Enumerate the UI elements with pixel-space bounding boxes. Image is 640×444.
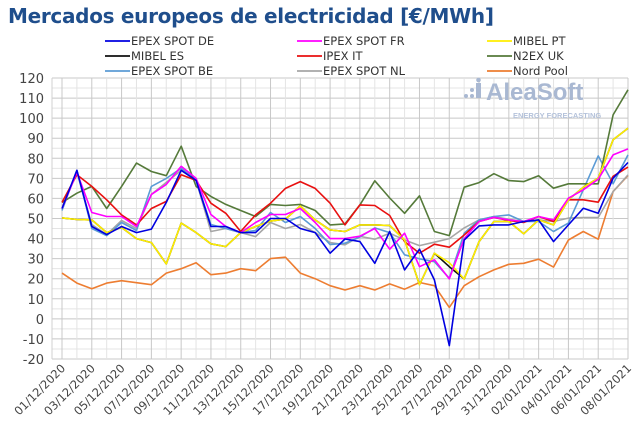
legend: EPEX SPOT DE EPEX SPOT FR MIBEL PT MIBEL ES… [105,34,568,78]
y-tick-label: 30 [27,253,44,268]
y-tick-label: 0 [36,313,44,328]
legend-item: MIBEL ES [105,49,184,63]
legend-label: N2EX UK [513,49,564,63]
y-tick-label: 70 [27,172,44,187]
x-axis-ticks: 01/12/202003/12/202005/12/202007/12/2020… [11,361,634,418]
series-line-nord-pool [61,174,629,309]
legend-label: MIBEL PT [513,34,566,48]
series-lines [61,89,629,347]
y-tick-label: 100 [19,112,44,127]
legend-item: EPEX SPOT NL [297,64,406,78]
watermark-tagline: ENERGY FORECASTING [513,111,601,120]
legend-label: EPEX SPOT FR [323,34,405,48]
legend-label: EPEX SPOT NL [323,64,406,78]
y-tick-label: 120 [19,72,44,87]
legend-item: IPEX IT [297,49,364,63]
y-tick-label: 50 [27,213,44,228]
y-axis-ticks: -20 -10 0 10 20 30 40 50 60 70 80 90 100 110 120 [19,72,44,368]
legend-item: EPEX SPOT FR [297,34,405,48]
legend-item: EPEX SPOT DE [105,34,214,48]
y-tick-label: 20 [27,273,44,288]
series-line-mibel-pt [61,127,629,286]
aleasoft-watermark: AleaSoft ENERGY FORECASTING [464,77,601,120]
y-tick-label: 110 [19,92,44,107]
legend-item: Nord Pool [487,64,568,78]
legend-item: EPEX SPOT BE [105,64,213,78]
series-line-epex-spot-be [61,154,629,280]
legend-label: IPEX IT [323,49,364,63]
legend-label: MIBEL ES [131,49,184,63]
chart-title: Mercados europeos de electricidad [€/MWh… [8,4,494,28]
y-tick-label: -10 [23,333,44,348]
y-tick-label: 40 [27,233,44,248]
watermark-brand: AleaSoft [486,79,583,106]
y-tick-label: 10 [27,293,44,308]
legend-label: EPEX SPOT BE [131,64,213,78]
series-line-epex-spot-de [61,161,629,347]
grid [51,77,629,360]
aleasoft-logo-icon [464,77,481,98]
y-tick-label: 90 [27,132,44,147]
legend-label: Nord Pool [513,64,568,78]
legend-item: N2EX UK [487,49,564,63]
legend-label: EPEX SPOT DE [131,34,214,48]
y-tick-label: -20 [23,353,44,368]
y-tick-label: 60 [27,192,44,207]
y-tick-label: 80 [27,152,44,167]
legend-item: MIBEL PT [487,34,566,48]
